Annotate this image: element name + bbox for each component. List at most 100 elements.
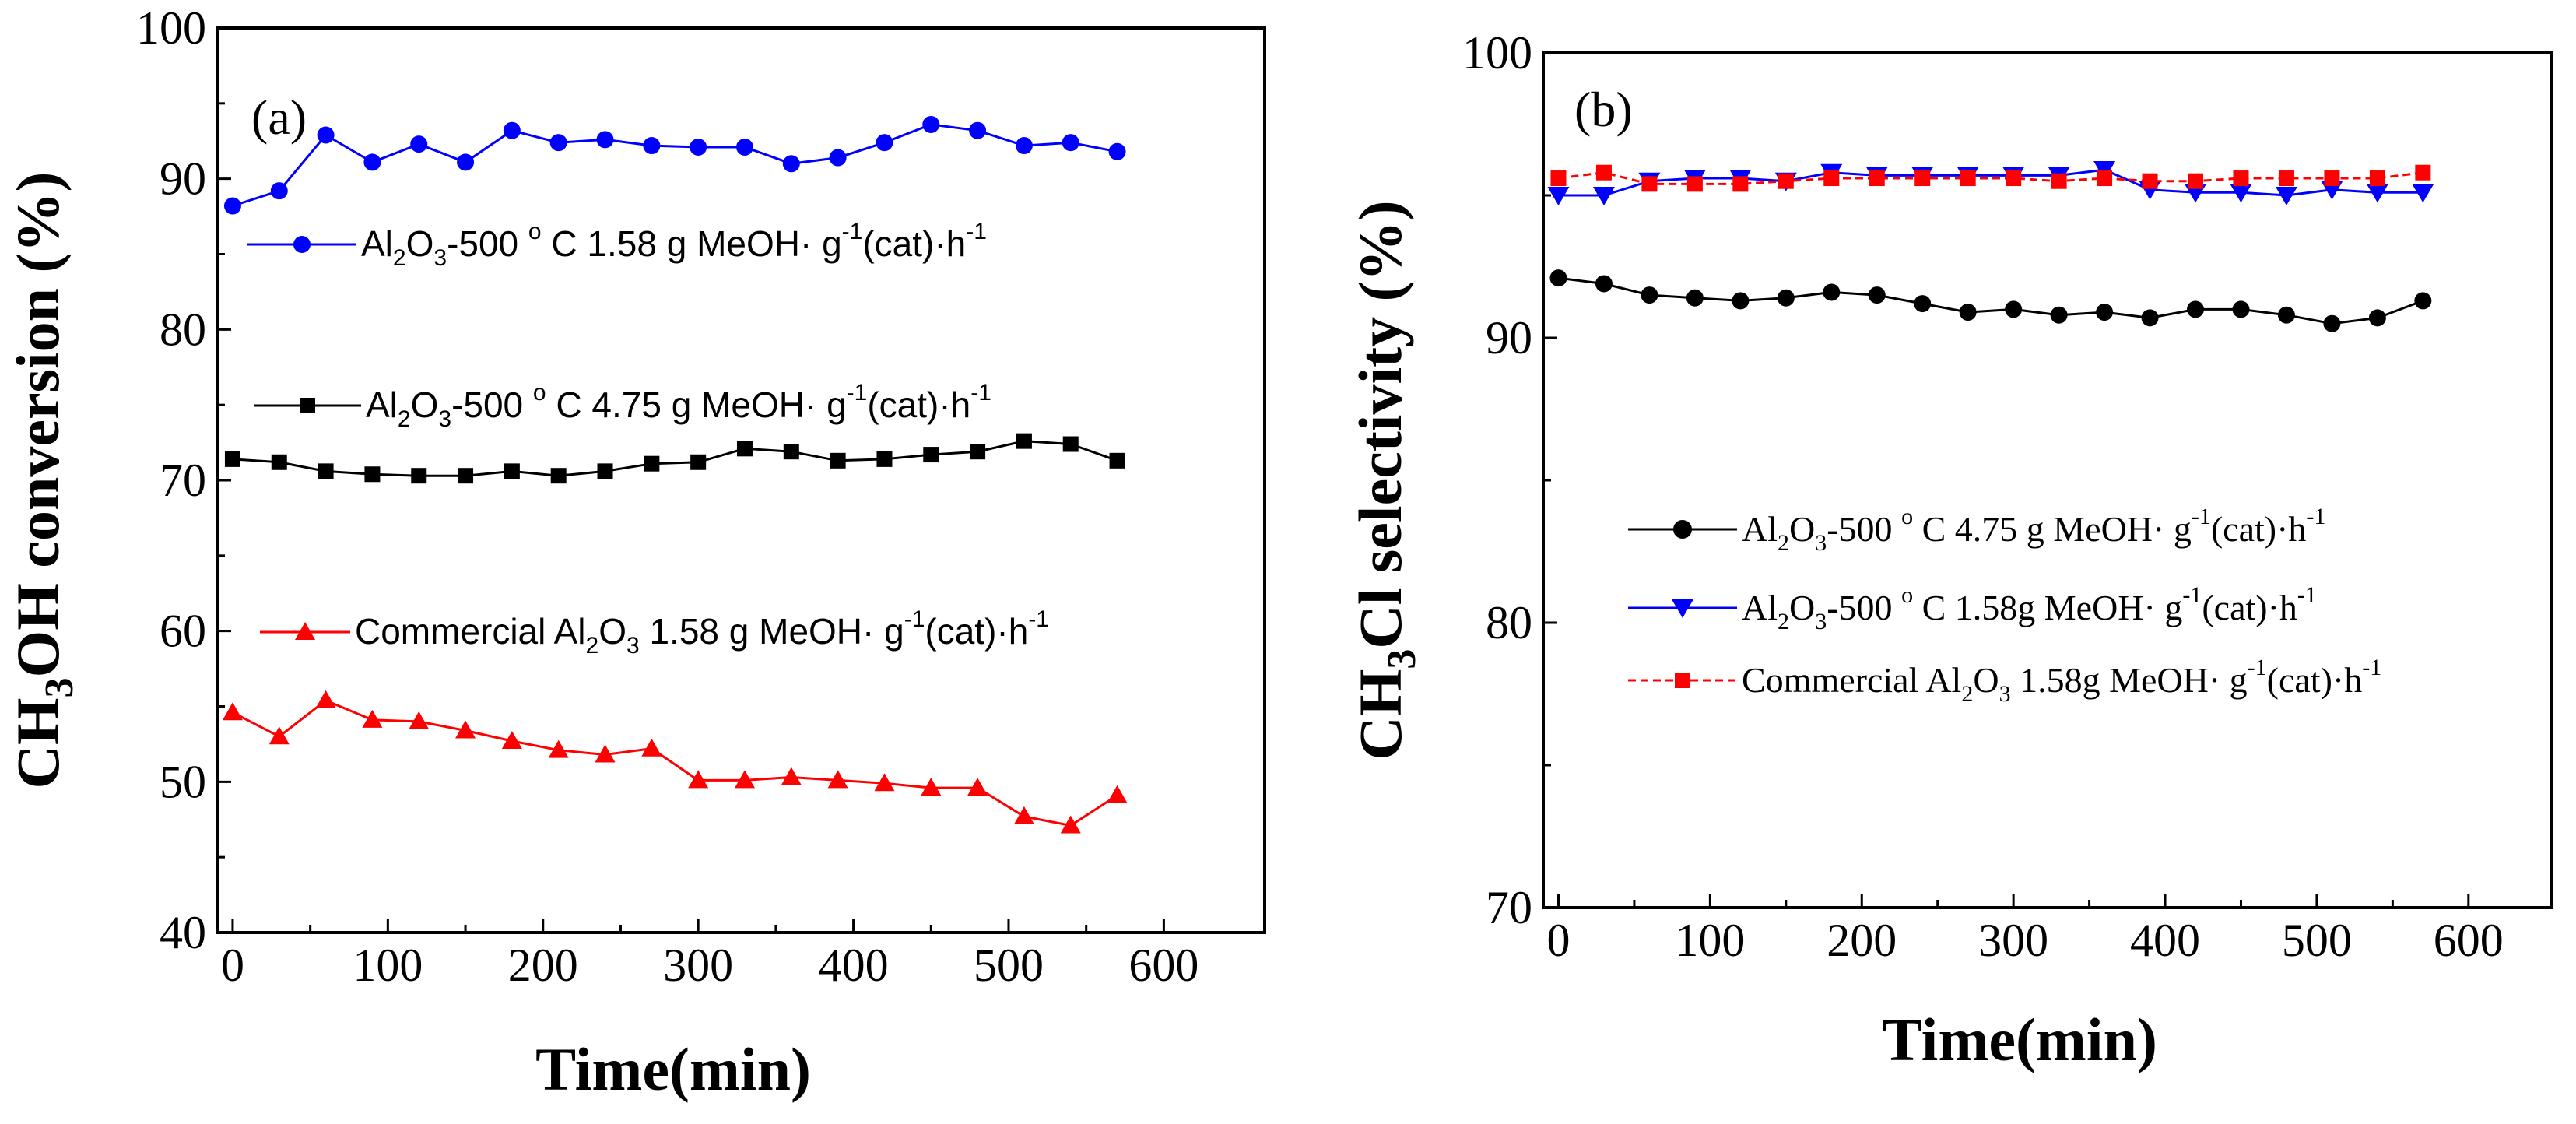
series-1-point [1823, 283, 1841, 301]
series-2-point [224, 451, 240, 467]
series-3-point [1641, 176, 1658, 192]
series-2-point [736, 441, 753, 457]
series-1-point [2005, 300, 2023, 318]
panel-a-y-axis-title: CH3OH conversion (%) [4, 172, 82, 789]
panel-a-ticks [217, 26, 1165, 934]
legend-a-black-label: Al2O3-500 o C 4.75 g MeOH· g-1(cat)·h-1 [366, 380, 991, 432]
series-1-point [1777, 289, 1795, 307]
series-1-point [1868, 286, 1886, 304]
series-3-point [967, 778, 988, 796]
panel-b-chart: 0 100 200 300 400 500 600 70 80 90 100 (b) Al2O3-5… [1346, 27, 2553, 1073]
series-1-point [922, 115, 940, 133]
series-1-point [735, 138, 753, 156]
panel-b-ticks [1543, 51, 2470, 909]
series-2-point [458, 468, 474, 484]
panel-b-label: (b) [1574, 82, 1633, 137]
series-2-point [923, 447, 939, 463]
legend-b-black-marker [1673, 520, 1692, 539]
series-2-point [1592, 187, 1615, 205]
x-tick-label: 0 [1546, 915, 1570, 966]
series-1-point [829, 149, 847, 167]
legend-a-black-marker [300, 398, 315, 413]
x-tick-label: 300 [1978, 915, 2048, 966]
x-tick-label: 100 [353, 940, 423, 991]
y-tick-label: 40 [160, 907, 206, 958]
series-2-point [1109, 452, 1125, 469]
series-1-point [1732, 292, 1750, 310]
y-tick-label: 50 [160, 756, 206, 807]
series-2-point [2230, 184, 2252, 203]
x-tick-label: 600 [2434, 915, 2504, 966]
x-tick-label: 200 [1827, 915, 1897, 966]
series-3-point [827, 770, 848, 789]
panel-a-x-axis-title: Time(min) [535, 1035, 811, 1103]
series-2-point [364, 466, 381, 483]
series-3-point [2324, 170, 2340, 187]
series-3-point [1960, 170, 1976, 187]
y-tick-label: 80 [160, 304, 206, 355]
series-3-point [2369, 170, 2385, 187]
series-1-point [969, 121, 987, 139]
series-2-point [644, 455, 660, 472]
series-3-point [2233, 170, 2249, 187]
series-2-point [1547, 187, 1570, 205]
series-1-point [363, 153, 381, 171]
series-1-point [1062, 134, 1079, 152]
series-3-point [734, 770, 755, 789]
x-tick-label: 200 [508, 940, 578, 991]
series-3-point [921, 778, 942, 796]
panel-b-tick-labels: 0 100 200 300 400 500 600 70 80 90 100 [1462, 27, 2504, 966]
series-1-point [457, 153, 475, 171]
series-2-point [830, 452, 846, 469]
panel-a-label: (a) [251, 90, 307, 145]
y-tick-label: 80 [1486, 597, 1532, 648]
series-1-point [2050, 306, 2068, 324]
series-1-point [2141, 309, 2159, 327]
series-2-point [2366, 184, 2388, 203]
series-3-point [268, 726, 290, 745]
x-tick-label: 400 [819, 940, 889, 991]
series-1-point [2414, 292, 2432, 310]
series-1-point [596, 131, 614, 149]
series-1-point [1959, 304, 1977, 321]
series-3-point [1914, 170, 1931, 187]
series-1-point [2368, 309, 2386, 327]
series-1-point [410, 135, 428, 153]
series-3-point [1732, 176, 1749, 192]
series-3-point [1550, 170, 1567, 187]
series-3-point [1013, 806, 1034, 824]
panel-b-legend: Al2O3-500 o C 4.75 g MeOH· g-1(cat)·h-1 … [1628, 504, 2381, 707]
series-3-point [409, 711, 430, 729]
series-1-point [2323, 314, 2341, 332]
series-3-point [641, 738, 662, 757]
panel-b-y-axis-title: CH3Cl selectivity (%) [1346, 200, 1424, 760]
panel-a-series [222, 115, 1128, 834]
series-3-point [2142, 173, 2158, 189]
panel-a-chart: 0 100 200 300 400 500 600 40 50 60 70 80 90 100 (a) A… [4, 2, 1266, 1103]
series-1-point [2096, 304, 2114, 321]
series-3-point [874, 773, 895, 792]
series-3-point [362, 709, 383, 728]
legend-b-black-label: Al2O3-500 o C 4.75 g MeOH· g-1(cat)·h-1 [1742, 504, 2325, 556]
series-1-point [317, 126, 335, 144]
panel-b-x-axis-title: Time(min) [1882, 1006, 2157, 1073]
series-1-point [690, 138, 707, 156]
series-3-point [2278, 170, 2294, 187]
x-tick-label: 400 [2130, 915, 2200, 966]
series-1-point [782, 155, 800, 173]
panel-a-legend: Al2O3-500 o C 1.58 g MeOH· g-1(cat)·h-1 … [247, 219, 1049, 659]
series-1-point [270, 182, 288, 200]
legend-a-red-marker [295, 622, 315, 640]
series-3-point [1107, 785, 1128, 803]
series-3-point [1869, 170, 1885, 187]
x-tick-label: 100 [1675, 915, 1745, 966]
x-tick-label: 500 [974, 940, 1044, 991]
legend-b-red-label: Commercial Al2O3 1.58g MeOH· g-1(cat)·h-… [1742, 655, 2381, 707]
x-tick-label: 300 [663, 940, 733, 991]
series-1-point [1641, 286, 1658, 304]
x-tick-label: 600 [1128, 940, 1199, 991]
legend-a-red-label: Commercial Al2O3 1.58 g MeOH· g-1(cat)·h… [355, 606, 1049, 659]
series-3-point [1778, 173, 1794, 189]
series-3-point [2006, 170, 2022, 187]
